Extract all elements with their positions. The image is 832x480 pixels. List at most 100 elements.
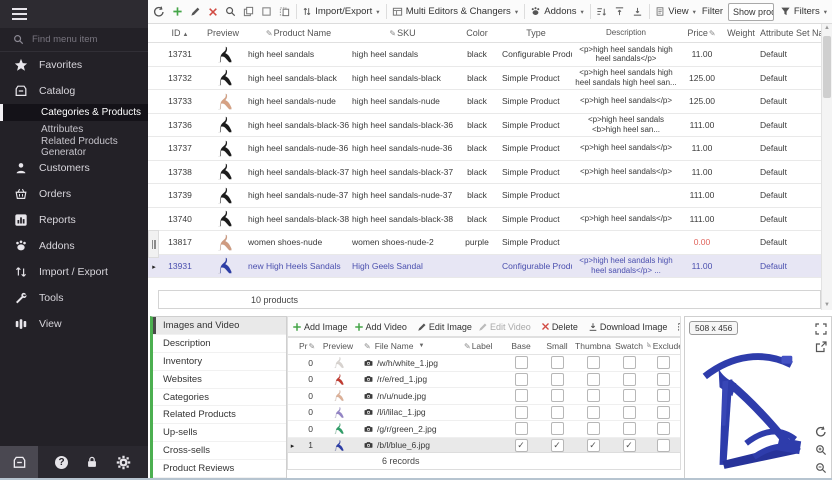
scroll-up-arrow[interactable]: ▲ (824, 25, 830, 31)
base-checkbox[interactable] (514, 405, 528, 419)
small-checkbox[interactable] (550, 405, 564, 419)
column-header-product-name[interactable]: ✎Product Name (265, 28, 332, 38)
duplicate-button[interactable] (278, 4, 291, 19)
panel-collapse-handle[interactable] (148, 230, 159, 258)
base-checkbox[interactable] (514, 438, 528, 452)
sort-button[interactable] (595, 4, 608, 19)
column-header-small[interactable]: Small (546, 341, 568, 351)
base-checkbox[interactable] (514, 389, 528, 403)
archive-button[interactable] (0, 446, 38, 478)
select-button[interactable] (260, 4, 273, 19)
sidebar-item-tools[interactable]: Tools (0, 285, 148, 311)
swatch-checkbox[interactable] (622, 422, 636, 436)
detail-tab[interactable]: Related Products (153, 406, 286, 425)
detail-tab[interactable]: Inventory (153, 353, 286, 371)
column-header-exclude[interactable]: ✎ Exclude (647, 341, 680, 351)
column-header-type[interactable]: Type (526, 28, 546, 38)
table-row[interactable]: ▸ 13739 high heel sandals-nude-37 high h… (148, 184, 822, 208)
edit-button[interactable] (189, 4, 202, 19)
multi-editors-button[interactable]: Multi Editors & Changers ▾ (391, 4, 519, 19)
thumbnail-checkbox[interactable] (586, 422, 600, 436)
column-header-base[interactable]: Base (511, 341, 531, 351)
detail-tab[interactable]: Product Reviews (153, 460, 286, 479)
sidebar-item-attributes[interactable]: Attributes (0, 121, 148, 138)
small-checkbox[interactable] (550, 438, 564, 452)
copy-button[interactable] (242, 4, 255, 19)
zoom-out-icon[interactable] (815, 462, 827, 474)
edit-video-button[interactable]: Edit Video (477, 320, 532, 334)
thumbnail-checkbox[interactable] (586, 438, 600, 452)
base-checkbox[interactable] (514, 372, 528, 386)
detail-tab[interactable]: Categories (153, 389, 286, 407)
sidebar-item-reports[interactable]: Reports (0, 207, 148, 233)
exclude-checkbox[interactable] (657, 356, 670, 370)
hamburger-menu-icon[interactable] (12, 8, 27, 20)
delete-button[interactable] (207, 5, 219, 19)
image-row[interactable]: ▸ 0 /g/r/green_2.jpg (288, 421, 680, 438)
collapse-all-button[interactable] (631, 4, 644, 19)
swatch-checkbox[interactable] (622, 405, 636, 419)
swatch-checkbox[interactable] (622, 356, 636, 370)
help-icon[interactable]: ? (55, 455, 68, 469)
table-row[interactable]: ▸ 13733 high heel sandals-nude high heel… (148, 90, 822, 114)
open-external-icon[interactable] (815, 341, 827, 353)
zoom-in-icon[interactable] (815, 444, 827, 456)
add-image-button[interactable]: Add Image (291, 320, 349, 334)
scrollbar-thumb[interactable] (823, 36, 831, 98)
detail-tab[interactable]: Cross-sells (153, 442, 286, 461)
sidebar-item-customers[interactable]: Customers (0, 155, 148, 181)
exclude-checkbox[interactable] (657, 422, 670, 436)
column-header-file-name[interactable]: ✎ File Name ▼ (364, 341, 425, 351)
search-button[interactable] (224, 4, 237, 19)
table-row[interactable]: ▸ 13731 high heel sandals high heel sand… (148, 43, 822, 67)
vertical-scrollbar[interactable]: ▲ ▼ (821, 24, 832, 310)
edit-image-button[interactable]: Edit Image (416, 320, 473, 334)
column-header-preview[interactable]: Preview (206, 28, 239, 38)
sidebar-item-favorites[interactable]: Favorites (0, 52, 148, 78)
column-header-preview[interactable]: Preview (322, 341, 354, 351)
fullscreen-icon[interactable] (815, 323, 827, 335)
sidebar-item-orders[interactable]: Orders (0, 181, 148, 207)
table-row[interactable]: ▸ 13736 high heel sandals-black-36 high … (148, 114, 822, 137)
column-header-position[interactable]: Pr✎ (299, 341, 315, 351)
refresh-button[interactable] (152, 4, 166, 20)
table-row[interactable]: ▸ 13817 women shoes-nude women shoes-nud… (148, 231, 822, 255)
exclude-checkbox[interactable] (657, 372, 670, 386)
exclude-checkbox[interactable] (657, 438, 670, 452)
sidebar-item-addons[interactable]: Addons (0, 233, 148, 259)
sidebar-search[interactable]: Find menu item (0, 28, 148, 52)
swatch-checkbox[interactable] (622, 389, 636, 403)
add-button[interactable] (171, 4, 184, 19)
refresh-image-icon[interactable] (815, 426, 827, 438)
table-row[interactable]: ▸ 13737 high heel sandals-nude-36 high h… (148, 137, 822, 161)
base-checkbox[interactable] (514, 422, 528, 436)
column-header-color[interactable]: Color (466, 28, 488, 38)
image-row[interactable]: ▸ 0 /n/u/nude.jpg (288, 388, 680, 405)
base-checkbox[interactable] (514, 356, 528, 370)
sidebar-item-import-export[interactable]: Import / Export (0, 259, 148, 285)
thumbnail-checkbox[interactable] (586, 389, 600, 403)
swatch-checkbox[interactable] (622, 372, 636, 386)
sidebar-item-catalog[interactable]: Catalog (0, 78, 148, 104)
swatch-checkbox[interactable] (622, 438, 636, 452)
column-header-sku[interactable]: ✎SKU (389, 28, 416, 38)
column-header-id[interactable]: ID ▲ (171, 28, 189, 38)
table-row[interactable]: ▸ 13732 high heel sandals-black high hee… (148, 67, 822, 90)
table-row[interactable]: ▸ 13738 high heel sandals-black-37 high … (148, 161, 822, 184)
scroll-down-arrow[interactable]: ▼ (824, 302, 830, 308)
detail-tab[interactable]: Description (153, 335, 286, 353)
delete-image-button[interactable]: Delete (540, 320, 579, 334)
sidebar-item-categories-products[interactable]: Categories & Products (0, 104, 148, 121)
exclude-checkbox[interactable] (657, 389, 670, 403)
sidebar-item-related-products-generator[interactable]: Related Products Generator (0, 136, 148, 158)
exclude-checkbox[interactable] (657, 405, 670, 419)
table-row[interactable]: ▸ 13740 high heel sandals-black-38 high … (148, 208, 822, 231)
view-button[interactable]: View ▾ (654, 4, 697, 19)
column-header-thumbnail[interactable]: Thumbna (575, 341, 611, 351)
filters-button[interactable]: Filters ▾ (779, 4, 828, 19)
image-row[interactable]: ▸ 0 /w/h/white_1.jpg (288, 355, 680, 372)
small-checkbox[interactable] (550, 422, 564, 436)
detail-tab[interactable]: Websites (153, 371, 286, 389)
set-resize-rule-button[interactable]: Set Resize Rule (676, 320, 680, 334)
gear-icon[interactable] (116, 455, 131, 470)
